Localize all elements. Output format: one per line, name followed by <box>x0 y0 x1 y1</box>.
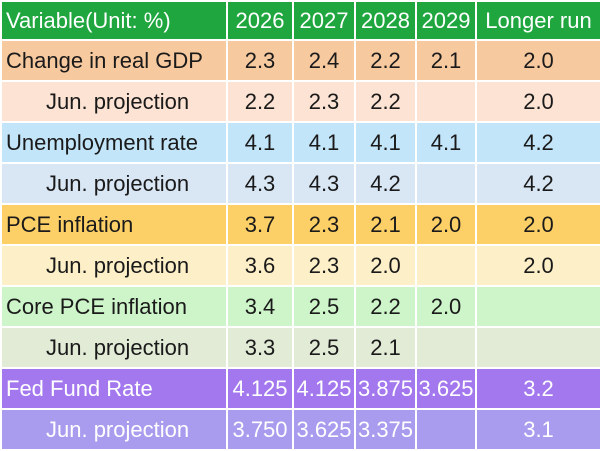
value-cell: 2.0 <box>475 80 600 123</box>
value-cell: 3.2 <box>475 367 600 410</box>
table-row: Jun. projection 3.750 3.625 3.375 3.1 <box>0 408 600 451</box>
value-cell: 2.2 <box>226 80 294 123</box>
value-cell: 4.3 <box>226 162 294 205</box>
value-cell: 4.1 <box>415 121 477 164</box>
value-cell: 2.3 <box>292 80 356 123</box>
value-cell: 2.0 <box>415 203 477 246</box>
value-cell: 3.750 <box>226 408 294 451</box>
value-cell <box>415 162 477 205</box>
value-cell: 4.1 <box>226 121 294 164</box>
table-row: Unemployment rate 4.1 4.1 4.1 4.1 4.2 <box>0 121 600 164</box>
row-label: PCE inflation <box>0 203 228 246</box>
value-cell: 4.2 <box>354 162 417 205</box>
value-cell: 2.1 <box>415 39 477 82</box>
value-cell: 2.2 <box>354 39 417 82</box>
table-row: Jun. projection 3.6 2.3 2.0 2.0 <box>0 244 600 287</box>
value-cell: 3.375 <box>354 408 417 451</box>
value-cell <box>415 326 477 369</box>
value-cell: 3.4 <box>226 285 294 328</box>
value-cell: 2.4 <box>292 39 356 82</box>
row-label: Core PCE inflation <box>0 285 228 328</box>
value-cell: 3.625 <box>415 367 477 410</box>
value-cell: 2.5 <box>292 326 356 369</box>
row-label: Unemployment rate <box>0 121 228 164</box>
row-label: Jun. projection <box>0 244 228 287</box>
table-row: PCE inflation 3.7 2.3 2.1 2.0 2.0 <box>0 203 600 246</box>
table-row: Jun. projection 4.3 4.3 4.2 4.2 <box>0 162 600 205</box>
value-cell: 3.7 <box>226 203 294 246</box>
value-cell <box>415 244 477 287</box>
value-cell: 4.125 <box>226 367 294 410</box>
value-cell <box>475 326 600 369</box>
value-cell: 2.2 <box>354 285 417 328</box>
table-row: Change in real GDP 2.3 2.4 2.2 2.1 2.0 <box>0 39 600 82</box>
value-cell: 4.125 <box>292 367 356 410</box>
value-cell: 2.3 <box>226 39 294 82</box>
table-row: Core PCE inflation 3.4 2.5 2.2 2.0 <box>0 285 600 328</box>
table-row: Jun. projection 2.2 2.3 2.2 2.0 <box>0 80 600 123</box>
value-cell <box>415 80 477 123</box>
row-label: Change in real GDP <box>0 39 228 82</box>
value-cell <box>475 285 600 328</box>
header-longer-run: Longer run <box>475 0 600 41</box>
value-cell: 4.1 <box>292 121 356 164</box>
header-2026: 2026 <box>226 0 294 41</box>
value-cell: 2.0 <box>415 285 477 328</box>
value-cell: 4.2 <box>475 162 600 205</box>
value-cell: 2.0 <box>475 244 600 287</box>
header-row: Variable(Unit: %) 2026 2027 2028 2029 Lo… <box>0 0 600 41</box>
row-label: Jun. projection <box>0 80 228 123</box>
table-row: Fed Fund Rate 4.125 4.125 3.875 3.625 3.2 <box>0 367 600 410</box>
value-cell: 2.1 <box>354 203 417 246</box>
value-cell: 2.0 <box>475 39 600 82</box>
value-cell: 2.0 <box>475 203 600 246</box>
value-cell: 2.3 <box>292 203 356 246</box>
header-2028: 2028 <box>354 0 417 41</box>
row-label: Jun. projection <box>0 408 228 451</box>
value-cell: 3.3 <box>226 326 294 369</box>
header-2027: 2027 <box>292 0 356 41</box>
table-row: Jun. projection 3.3 2.5 2.1 <box>0 326 600 369</box>
value-cell: 3.1 <box>475 408 600 451</box>
value-cell: 4.2 <box>475 121 600 164</box>
table-body: Change in real GDP 2.3 2.4 2.2 2.1 2.0 Jun. pr… <box>0 39 600 451</box>
value-cell: 4.3 <box>292 162 356 205</box>
row-label: Fed Fund Rate <box>0 367 228 410</box>
header-2029: 2029 <box>415 0 477 41</box>
value-cell: 2.2 <box>354 80 417 123</box>
value-cell: 2.3 <box>292 244 356 287</box>
value-cell: 2.0 <box>354 244 417 287</box>
value-cell: 3.6 <box>226 244 294 287</box>
header-variable: Variable(Unit: %) <box>0 0 228 41</box>
value-cell: 2.1 <box>354 326 417 369</box>
row-label: Jun. projection <box>0 162 228 205</box>
value-cell: 4.1 <box>354 121 417 164</box>
row-label: Jun. projection <box>0 326 228 369</box>
value-cell: 3.875 <box>354 367 417 410</box>
value-cell: 2.5 <box>292 285 356 328</box>
value-cell: 3.625 <box>292 408 356 451</box>
value-cell <box>415 408 477 451</box>
